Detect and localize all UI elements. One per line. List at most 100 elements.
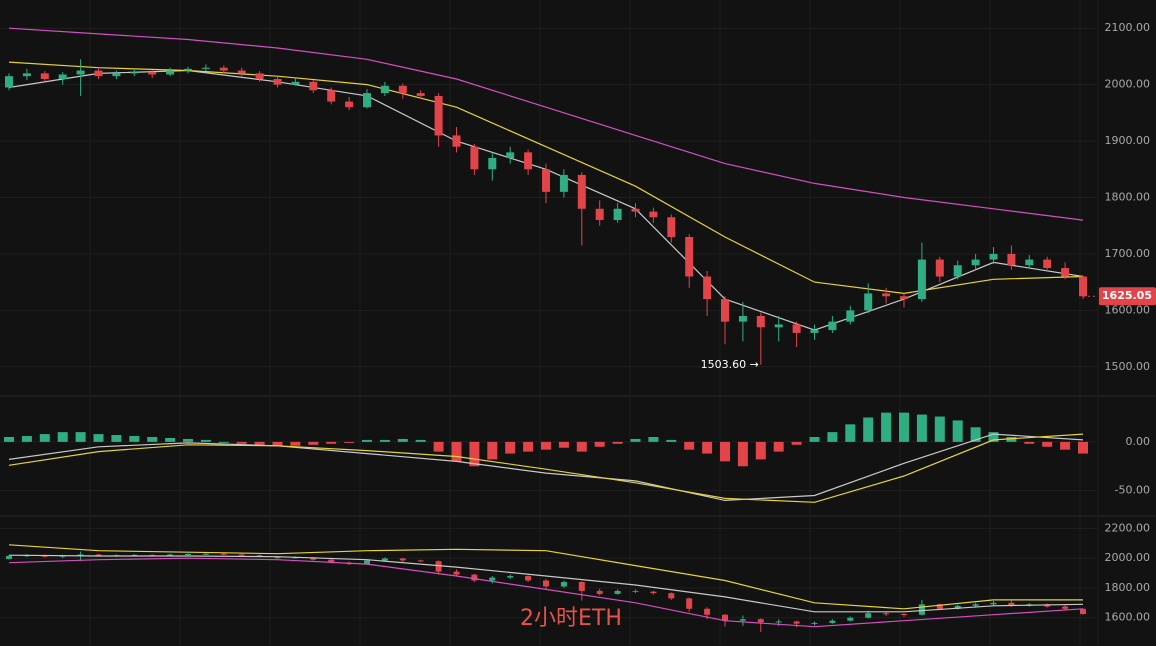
last-price-box	[1099, 287, 1156, 306]
macd-bar	[21, 436, 32, 442]
candle-body	[219, 67, 228, 71]
mini-candle-body	[918, 604, 925, 615]
macd-bar	[881, 412, 892, 442]
watermark: 2小时ETH	[520, 606, 622, 631]
last-price-label: 1625.05	[1102, 289, 1152, 302]
candle-body	[327, 90, 336, 102]
y-tick-label: 1600.00	[1105, 303, 1151, 316]
candle-body	[792, 324, 801, 333]
macd-bar	[809, 437, 820, 442]
macd-bar	[523, 441, 534, 452]
macd-bar	[290, 441, 301, 446]
macd-bar	[165, 437, 176, 442]
macd-bar	[630, 438, 641, 442]
macd-bar	[469, 441, 480, 467]
mini-candle-body	[310, 557, 317, 560]
candle-body	[488, 158, 497, 170]
macd-bar	[934, 416, 945, 442]
mini-candle-body	[399, 558, 406, 561]
mini-candle-body	[847, 617, 854, 621]
macd-bar	[702, 441, 713, 454]
candle-body	[542, 169, 550, 192]
mini-candle-body	[328, 559, 335, 563]
macd-bar	[362, 439, 372, 442]
mini-candle-body	[1062, 606, 1069, 609]
indicator-line	[8, 433, 1084, 502]
macd-bar	[147, 437, 158, 442]
macd-bar	[57, 432, 68, 442]
macd-bar	[827, 432, 838, 442]
macd-bar	[684, 441, 695, 450]
candle-body	[756, 316, 765, 328]
macd-bar	[326, 441, 337, 444]
candle-body	[810, 330, 819, 333]
macd-bar	[415, 439, 426, 442]
macd-bar	[39, 434, 50, 442]
candle-body	[953, 265, 962, 277]
candle-body	[1043, 259, 1052, 269]
macd-bar	[845, 424, 856, 442]
candle-body	[917, 259, 926, 300]
y-tick-label: 2000.00	[1105, 551, 1151, 564]
mini-candle-body	[435, 561, 442, 572]
macd-bar	[272, 441, 283, 446]
candle-body	[524, 152, 533, 170]
macd-bar	[773, 441, 784, 452]
candle-body	[721, 299, 729, 322]
candle-body	[5, 76, 13, 88]
macd-bar	[916, 414, 927, 442]
y-tick-label: 1600.00	[1105, 611, 1151, 624]
macd-bar	[952, 420, 963, 442]
mini-candle-body	[507, 576, 514, 578]
mini-candle-body	[95, 554, 102, 556]
macd-bar	[737, 441, 748, 467]
candle-body	[900, 296, 908, 300]
mini-candle-body	[6, 555, 12, 559]
macd-bar	[1024, 441, 1035, 444]
indicator-line	[8, 544, 1083, 610]
candle-body	[291, 81, 300, 85]
mini-candle-body	[596, 590, 603, 594]
mini-candle-body	[650, 591, 657, 594]
candle-body	[416, 93, 425, 96]
macd-bar	[218, 441, 229, 443]
y-tick-label: 1700.00	[1105, 247, 1151, 260]
y-tick-label: -50.00	[1115, 484, 1150, 497]
macd-bar	[397, 438, 408, 442]
indicator-line	[8, 554, 1084, 613]
mini-candle-body	[722, 614, 728, 621]
mini-candle-body	[704, 608, 711, 615]
indicator-line	[8, 557, 1084, 628]
candle-body	[667, 217, 676, 237]
macd-bar	[379, 439, 390, 442]
candle-body	[184, 68, 192, 71]
candle-body	[1007, 253, 1016, 266]
candle-body	[58, 74, 67, 79]
macd-bar	[93, 434, 104, 442]
mini-candle-body	[829, 620, 836, 623]
mini-candle-body	[972, 604, 979, 606]
mini-candle-body	[614, 590, 621, 594]
y-tick-label: 1500.00	[1105, 360, 1151, 373]
candle-body	[112, 73, 121, 77]
macd-bar	[200, 439, 211, 442]
candle-body	[846, 310, 855, 322]
candle-body	[1061, 268, 1070, 277]
mini-candle-body	[292, 557, 299, 559]
macd-bar	[863, 417, 874, 442]
mini-candle-body	[256, 555, 263, 557]
mini-candle-body	[77, 554, 84, 556]
macd-bar	[576, 441, 587, 452]
macd-bar	[558, 441, 569, 448]
candle-body	[273, 79, 282, 85]
macd-bar	[594, 441, 605, 447]
candle-body	[774, 324, 783, 328]
candle-body	[434, 95, 443, 136]
candle-body	[828, 321, 837, 331]
candle-body	[882, 293, 891, 297]
candle-body	[506, 152, 515, 158]
candle-body	[148, 72, 157, 75]
macd-bar	[487, 441, 498, 460]
mini-candle-body	[525, 576, 532, 581]
candle-body	[971, 259, 980, 266]
